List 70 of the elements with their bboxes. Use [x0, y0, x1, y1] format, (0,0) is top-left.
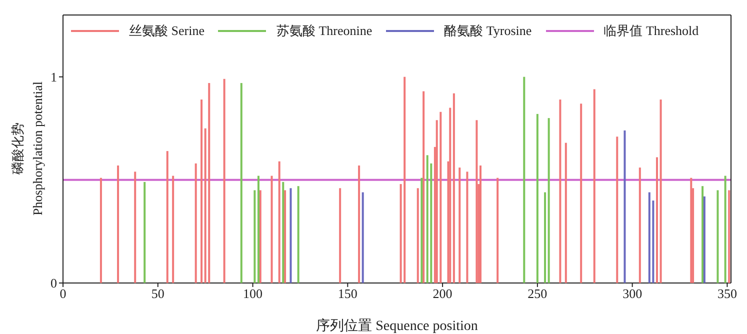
legend-label: 酪氨酸 Tyrosine	[444, 22, 532, 40]
bar	[716, 190, 719, 283]
bar	[449, 108, 452, 283]
bar	[728, 190, 730, 283]
bar	[240, 83, 242, 283]
x-tick-label: 50	[151, 286, 164, 302]
bar	[422, 91, 425, 283]
bar	[166, 151, 168, 283]
bar	[282, 182, 284, 283]
bar	[100, 178, 102, 283]
bar	[426, 155, 428, 283]
bar	[544, 192, 546, 283]
bar	[564, 142, 567, 283]
bar	[703, 196, 706, 283]
bar	[476, 120, 478, 283]
y-axis-title: 磷酸化势 Phosphorylation potential	[10, 81, 45, 216]
legend-label: 苏氨酸 Threonine	[276, 22, 372, 40]
bar	[656, 157, 658, 283]
bar	[458, 168, 461, 283]
bar	[290, 188, 292, 283]
bar	[638, 168, 641, 283]
bar	[284, 190, 286, 283]
bar	[480, 165, 482, 283]
bar	[452, 93, 455, 283]
x-tick-label: 100	[243, 286, 263, 302]
bar	[117, 165, 120, 283]
bar	[559, 100, 562, 283]
bar	[416, 188, 419, 283]
bar	[420, 178, 423, 283]
bar	[624, 130, 626, 283]
bar	[339, 188, 342, 283]
x-tick-label: 250	[528, 286, 548, 302]
bar	[362, 192, 364, 283]
bar	[257, 176, 260, 283]
bar	[660, 100, 662, 283]
x-axis-title: 序列位置 Sequence position	[316, 318, 478, 334]
bar	[404, 76, 406, 283]
bar	[593, 89, 596, 283]
bar	[548, 118, 550, 283]
bar	[194, 163, 197, 283]
legend-label: 丝氨酸 Serine	[129, 22, 204, 40]
bar	[172, 176, 174, 283]
bar	[648, 192, 650, 283]
bar	[496, 178, 499, 283]
bar	[200, 100, 203, 283]
y-tick-label: 1	[50, 69, 57, 84]
bar	[523, 76, 526, 283]
x-tick-label: 300	[622, 286, 642, 302]
x-tick-label: 150	[338, 286, 358, 302]
bar	[536, 114, 538, 283]
bar	[270, 176, 273, 283]
legend-label: 临界值 Threshold	[604, 22, 699, 40]
bar	[440, 112, 442, 283]
x-tick-label: 350	[717, 286, 737, 302]
bar	[690, 178, 692, 283]
bar	[297, 186, 300, 283]
bar	[358, 165, 360, 283]
bar	[134, 172, 136, 283]
bar	[278, 161, 280, 283]
bar	[466, 172, 468, 283]
bar	[724, 176, 726, 283]
bar	[580, 104, 582, 283]
bar	[616, 136, 618, 283]
bar	[208, 83, 210, 283]
bar	[259, 190, 262, 283]
bar	[223, 78, 226, 283]
x-tick-label: 200	[432, 286, 452, 302]
bar	[144, 182, 146, 283]
bar	[254, 190, 256, 283]
bar	[702, 186, 704, 283]
